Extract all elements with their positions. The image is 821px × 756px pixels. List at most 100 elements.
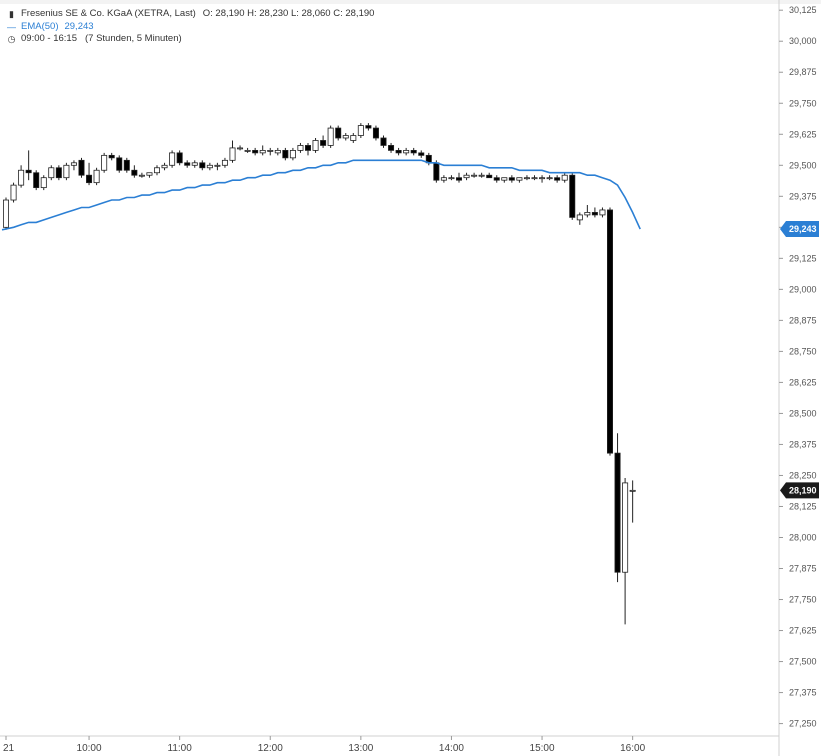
candle	[191, 160, 198, 168]
y-tick-label: 27,750	[789, 595, 817, 605]
candle	[131, 165, 138, 178]
candle-body-up	[357, 125, 364, 136]
legend-title: Fresenius SE & Co. KGaA (XETRA, Last)	[21, 8, 196, 19]
clock-icon: ◷	[7, 34, 16, 44]
candle	[350, 133, 357, 143]
last-price-tag: 28,190	[780, 482, 819, 499]
candle	[576, 212, 583, 225]
candle-body-down	[184, 162, 191, 166]
candle	[244, 147, 251, 153]
candle	[252, 147, 259, 156]
candle-body-up	[403, 149, 410, 154]
candle-body-up	[267, 149, 274, 152]
candle	[10, 182, 17, 203]
candle	[101, 152, 108, 173]
candle	[531, 175, 538, 181]
x-tick-label: 13:00	[348, 743, 373, 754]
candle-body-up	[191, 162, 198, 166]
candle-body-up	[10, 184, 17, 201]
candle	[516, 177, 523, 183]
candle-body-up	[350, 135, 357, 141]
y-tick-label: 27,875	[789, 564, 817, 574]
candle-body-up	[214, 164, 221, 167]
candle	[395, 147, 402, 156]
candle-body-up	[259, 149, 266, 154]
candle-body-down	[508, 177, 515, 181]
x-tick-label: 10:00	[77, 743, 102, 754]
x-tick-label: 15:00	[530, 743, 555, 754]
candle	[169, 150, 176, 168]
candle-body-up	[531, 177, 538, 180]
candle-body-down	[365, 125, 372, 129]
x-tick-label: 11:00	[168, 743, 193, 754]
candle-body-down	[320, 140, 327, 146]
ema-price-tag-bg	[780, 221, 819, 238]
candle	[546, 175, 553, 181]
legend-session: 09:00 - 16:15	[21, 33, 77, 44]
y-tick-label: 29,500	[789, 160, 817, 170]
candle	[523, 175, 530, 181]
candle	[63, 162, 70, 181]
chart-legend: ▮ Fresenius SE & Co. KGaA (XETRA, Last) …	[6, 8, 374, 46]
candle-body-down	[486, 174, 493, 179]
candle-body-up	[539, 177, 546, 180]
candle	[614, 433, 621, 583]
last-price-tag-bg	[780, 482, 819, 499]
legend-ohlc: O: 28,190 H: 28,230 L: 28,060 C: 28,190	[202, 8, 375, 19]
candle-body-down	[335, 127, 342, 139]
candle	[440, 175, 447, 183]
candle-body-down	[78, 159, 85, 176]
candle	[3, 197, 9, 230]
legend-ema-row[interactable]: — EMA(50) 29,243	[6, 21, 374, 34]
candle	[403, 147, 410, 156]
candle-body-down	[372, 127, 379, 139]
candle	[184, 160, 191, 168]
y-tick-label: 27,500	[789, 657, 817, 667]
candle-body-up	[463, 174, 470, 179]
candle	[463, 172, 470, 181]
candle	[138, 172, 145, 178]
candle-body-down	[380, 137, 387, 146]
y-tick-label: 29,750	[789, 98, 817, 108]
y-tick-label: 28,875	[789, 315, 817, 325]
candle	[418, 150, 425, 158]
candle-body-down	[410, 149, 417, 154]
candle	[48, 165, 55, 181]
y-tick-label: 27,250	[789, 719, 817, 729]
candle	[116, 155, 123, 173]
candle-body-up	[478, 174, 485, 177]
candle	[259, 145, 266, 156]
y-tick-label: 29,625	[789, 129, 817, 139]
candle-body-down	[123, 159, 130, 171]
candle	[599, 207, 606, 218]
candle	[388, 142, 395, 153]
y-tick-label: 30,000	[789, 36, 817, 46]
candle-body-down	[199, 162, 206, 169]
candle	[448, 175, 455, 181]
candle	[55, 165, 62, 181]
candle-body-up	[93, 169, 100, 184]
legend-ema-value: 29,243	[64, 20, 94, 32]
candle	[78, 157, 85, 178]
y-tick-label: 28,250	[789, 470, 817, 480]
candle	[304, 142, 311, 156]
candle-body-up	[629, 489, 636, 492]
candle-body-up	[101, 154, 108, 171]
candle-body-up	[516, 177, 523, 181]
candle	[206, 162, 213, 171]
candle	[410, 147, 417, 156]
candle	[501, 177, 508, 183]
candle-body-up	[448, 177, 455, 180]
x-tick-label: 16:00	[620, 743, 645, 754]
candle-body-up	[561, 174, 568, 181]
candle-body-up	[169, 152, 176, 166]
candle-body-up	[206, 164, 213, 169]
candle-body-up	[501, 177, 508, 181]
candle-body-up	[161, 164, 168, 169]
candle	[161, 162, 168, 171]
candle	[569, 172, 576, 220]
candle-body-down	[569, 174, 576, 218]
candle-body-down	[33, 172, 40, 189]
candle	[93, 167, 100, 186]
